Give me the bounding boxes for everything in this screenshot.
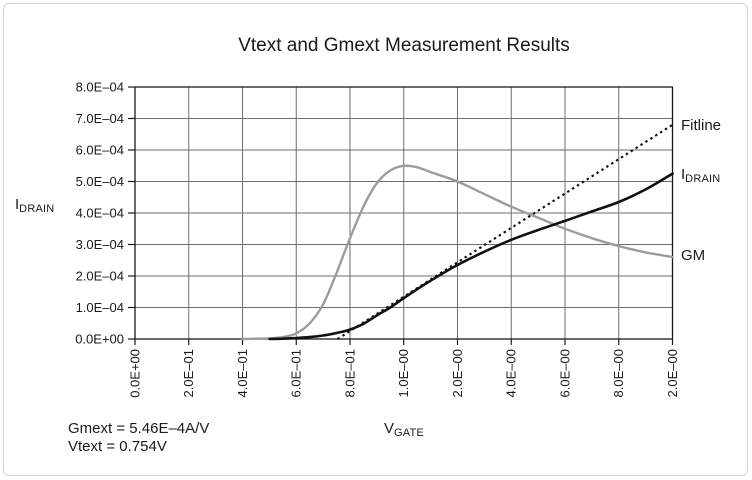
x-tick-label: 1.0E–00 (396, 349, 411, 397)
y-axis-label-sub: DRAIN (19, 203, 55, 215)
gm-curve (241, 164, 674, 341)
gmext-result: Gmext = 5.46E–4A/V (68, 420, 210, 437)
x-tick-label: 2.0E–00 (665, 349, 680, 397)
y-axis-label-main: I (15, 196, 20, 213)
x-tick-label: 4.0E–01 (235, 349, 250, 397)
x-axis-label-sub: GATE (394, 427, 424, 439)
y-axis-label: IDRAIN (15, 196, 54, 215)
idrain-curve-label: IDRAIN (681, 166, 720, 185)
y-tick-label: 8.0E–04 (76, 79, 124, 94)
idrain-curve-label-sub: DRAIN (685, 173, 721, 185)
x-axis-label: VGATE (384, 420, 424, 439)
y-tick-label: 4.0E–04 (76, 205, 124, 220)
x-tick-label: 4.0E–00 (504, 349, 519, 397)
plot-frame (134, 86, 674, 340)
y-tick-label: 0.0E+00 (75, 331, 124, 346)
x-tick-label: 2.0E–00 (450, 349, 465, 397)
chart-title: Vtext and Gmext Measurement Results (238, 35, 570, 56)
fitline-curve-label: Fitline (681, 117, 722, 134)
y-tick-label: 6.0E–04 (76, 142, 124, 157)
y-tick-label: 1.0E–04 (76, 300, 124, 315)
fitline-curve (337, 123, 674, 340)
x-tick-label: 6.0E–01 (289, 349, 304, 397)
y-tick-label: 5.0E–04 (76, 174, 124, 189)
chart-card (3, 3, 748, 476)
idrain-curve-label-main: I (681, 166, 686, 183)
x-tick-label: 6.0E–00 (557, 349, 572, 397)
measurement-results: Gmext = 5.46E–4A/V Vtext = 0.754V (68, 420, 209, 456)
x-axis-label-main: V (384, 420, 395, 437)
x-tick-label: 2.0E–01 (181, 349, 196, 397)
x-tick-label: 8.0E–01 (342, 349, 357, 397)
y-tick-label: 2.0E–04 (76, 268, 124, 283)
vtext-result: Vtext = 0.754V (68, 438, 167, 455)
x-tick-label: 0.0E+00 (127, 349, 142, 398)
x-tick-label: 8.0E–00 (611, 349, 626, 397)
gm-curve-label: GM (681, 247, 706, 264)
y-tick-label: 3.0E–04 (76, 237, 124, 252)
y-tick-label: 7.0E–04 (76, 111, 124, 126)
idrain-curve (268, 172, 674, 341)
